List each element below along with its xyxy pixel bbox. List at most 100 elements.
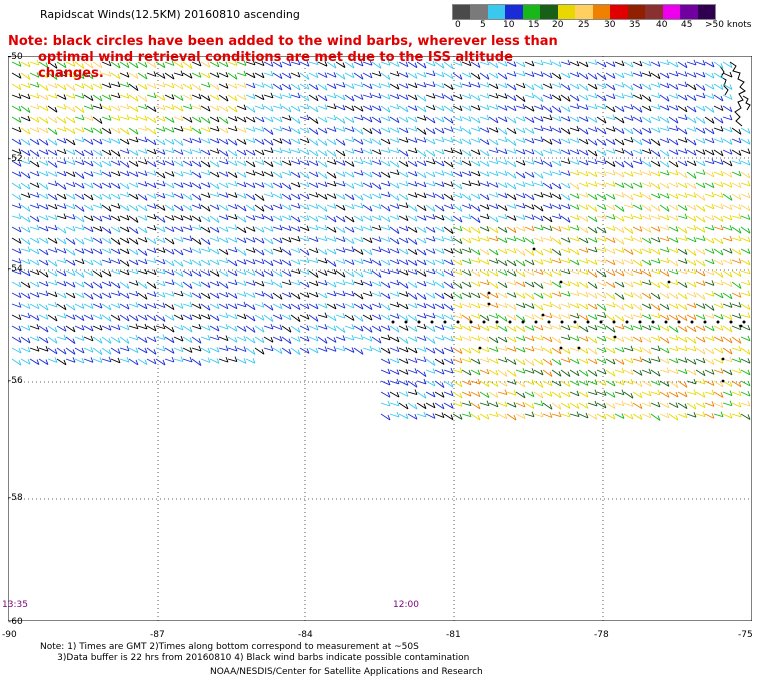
wind-barb xyxy=(650,369,661,377)
wind-barb xyxy=(488,258,499,264)
quality-flag-dot xyxy=(599,320,603,324)
wind-barb xyxy=(200,105,211,112)
wind-barb xyxy=(281,170,292,176)
wind-barb xyxy=(569,281,580,288)
wind-barb xyxy=(560,280,571,287)
wind-barb xyxy=(434,61,445,69)
legend-swatch xyxy=(662,5,681,19)
legend-swatch xyxy=(627,5,646,19)
wind-barb xyxy=(191,303,202,310)
wind-barb xyxy=(443,193,454,201)
wind-barb xyxy=(506,215,517,221)
wind-barb xyxy=(110,203,121,209)
wind-barb xyxy=(389,83,400,90)
wind-barb xyxy=(506,235,517,242)
wind-barb xyxy=(515,314,526,322)
wind-barb xyxy=(560,347,571,354)
wind-barb xyxy=(569,159,580,165)
wind-barb xyxy=(83,292,94,300)
wind-barb xyxy=(551,324,562,331)
wind-barb xyxy=(119,303,130,310)
wind-barb xyxy=(110,138,121,144)
wind-barb xyxy=(200,215,211,223)
wind-barb xyxy=(353,114,364,121)
wind-barb xyxy=(416,259,427,266)
wind-barb xyxy=(56,61,67,69)
wind-barb xyxy=(587,369,598,377)
lat-label: -54 xyxy=(8,264,23,274)
wind-barb xyxy=(371,291,382,297)
wind-barb xyxy=(461,170,472,177)
wind-barb xyxy=(425,259,436,266)
wind-barb xyxy=(182,356,193,363)
wind-barb xyxy=(713,170,724,177)
wind-barb xyxy=(200,270,211,277)
wind-barb xyxy=(407,314,418,322)
wind-barb xyxy=(200,61,211,68)
wind-barb xyxy=(668,226,679,232)
wind-barb xyxy=(398,225,409,232)
wind-barb xyxy=(326,290,337,297)
wind-barb xyxy=(407,347,418,354)
wind-barb xyxy=(326,171,337,179)
wind-barb xyxy=(38,170,49,177)
wind-barb xyxy=(191,215,202,223)
wind-barb xyxy=(488,83,499,90)
wind-barb xyxy=(101,71,112,77)
wind-barb xyxy=(11,61,22,67)
wind-barb xyxy=(371,116,382,124)
wind-barb xyxy=(650,335,661,342)
wind-barb xyxy=(281,270,292,277)
wind-barb xyxy=(533,171,544,179)
wind-barb xyxy=(416,248,427,256)
wind-barb xyxy=(326,193,337,199)
wind-barb xyxy=(470,82,481,88)
wind-barb xyxy=(695,303,706,309)
wind-barb xyxy=(578,116,589,122)
wind-barb xyxy=(110,281,121,289)
wind-barb xyxy=(686,336,697,344)
wind-barb xyxy=(623,213,634,220)
wind-barb xyxy=(245,358,256,364)
wind-barb xyxy=(182,215,193,221)
wind-barb xyxy=(587,103,598,110)
wind-barb xyxy=(587,270,598,278)
wind-barb xyxy=(380,127,391,133)
wind-barb xyxy=(479,204,490,210)
wind-barb xyxy=(677,160,688,167)
wind-barb xyxy=(443,292,454,300)
wind-barb xyxy=(182,347,193,353)
wind-barb xyxy=(443,367,454,374)
wind-barb xyxy=(407,259,418,266)
wind-barb xyxy=(83,270,94,277)
wind-barb xyxy=(227,181,238,187)
wind-barb xyxy=(596,94,607,102)
wind-barb xyxy=(11,237,22,244)
wind-barb xyxy=(398,281,409,289)
wind-barb xyxy=(290,158,301,165)
wind-barb xyxy=(695,402,706,409)
wind-barb xyxy=(20,82,31,89)
wind-barb xyxy=(434,391,445,398)
wind-barb xyxy=(479,59,490,66)
wind-barb xyxy=(632,336,643,343)
wind-barb xyxy=(470,215,481,223)
wind-barb xyxy=(191,292,202,299)
wind-barb xyxy=(281,105,292,113)
wind-barb xyxy=(236,171,247,178)
wind-barb xyxy=(371,149,382,155)
wind-barb xyxy=(173,248,184,256)
wind-barb xyxy=(290,83,301,91)
wind-barb xyxy=(137,236,148,243)
wind-barb xyxy=(335,204,346,211)
wind-barb xyxy=(569,380,580,386)
wind-barb xyxy=(290,347,301,355)
wind-barb xyxy=(560,324,571,331)
wind-barb xyxy=(479,302,490,308)
wind-barb xyxy=(695,235,706,242)
wind-barb xyxy=(704,171,715,178)
wind-barb xyxy=(110,314,121,321)
wind-barb xyxy=(542,347,553,355)
wind-barb xyxy=(326,314,337,322)
wind-barb xyxy=(47,160,58,168)
